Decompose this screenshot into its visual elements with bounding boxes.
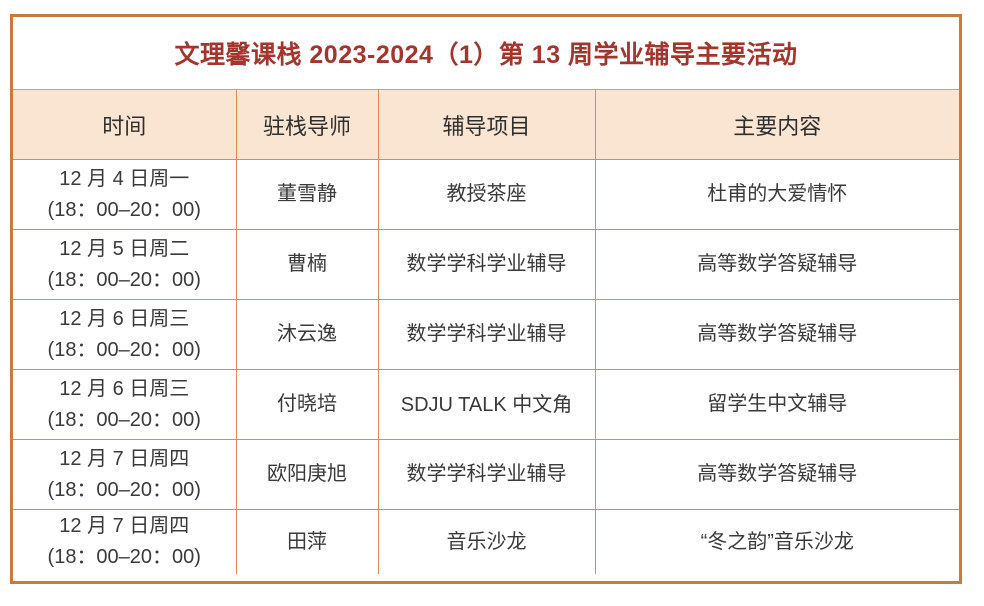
table-row: 12 月 4 日周一 (18：00–20：00) 董雪静 教授茶座 杜甫的大爱情… [13,159,959,230]
date-text: 12 月 7 日周四 [59,447,190,470]
hours-text: (18：00–20：00) [47,338,201,361]
column-header-time: 时间 [13,90,237,160]
project-cell: 数学学科学业辅导 [377,229,596,300]
tutor-cell: 沐云逸 [235,299,379,370]
content-cell: 留学生中文辅导 [594,369,959,440]
time-cell: 12 月 4 日周一 (18：00–20：00) [13,159,237,230]
date-text: 12 月 5 日周二 [59,237,190,260]
project-cell: 数学学科学业辅导 [377,299,596,370]
time-cell: 12 月 6 日周三 (18：00–20：00) [13,369,237,440]
project-cell: 数学学科学业辅导 [377,439,596,510]
content-cell: 高等数学答疑辅导 [594,439,959,510]
hours-text: (18：00–20：00) [47,546,201,568]
header-row: 时间 驻栈导师 辅导项目 主要内容 [13,90,959,160]
column-header-content: 主要内容 [594,90,959,160]
date-text: 12 月 6 日周三 [59,307,190,330]
table-body: 12 月 4 日周一 (18：00–20：00) 董雪静 教授茶座 杜甫的大爱情… [13,159,959,574]
date-text: 12 月 4 日周一 [59,167,190,190]
project-cell: SDJU TALK 中文角 [377,369,596,440]
page-title: 文理馨课栈 2023-2024（1）第 13 周学业辅导主要活动 [174,41,798,69]
date-text: 12 月 7 日周四 [59,515,190,537]
table-row: 12 月 7 日周四 (18：00–20：00) 欧阳庚旭 数学学科学业辅导 高… [13,439,959,510]
schedule-frame: 文理馨课栈 2023-2024（1）第 13 周学业辅导主要活动 时间 驻栈导师… [10,14,962,584]
tutor-cell: 付晓培 [235,369,379,440]
time-cell: 12 月 7 日周四 (18：00–20：00) [13,439,237,510]
title-bar: 文理馨课栈 2023-2024（1）第 13 周学业辅导主要活动 [13,17,959,90]
hours-text: (18：00–20：00) [47,198,201,221]
hours-text: (18：00–20：00) [47,478,201,501]
column-header-tutor: 驻栈导师 [235,90,379,160]
schedule-table: 时间 驻栈导师 辅导项目 主要内容 12 月 4 日周一 (18：00–20：0… [13,90,959,574]
hours-text: (18：00–20：00) [47,408,201,431]
project-cell: 音乐沙龙 [377,509,596,574]
table-row: 12 月 6 日周三 (18：00–20：00) 沐云逸 数学学科学业辅导 高等… [13,299,959,370]
content-cell: 高等数学答疑辅导 [594,299,959,370]
time-cell: 12 月 5 日周二 (18：00–20：00) [13,229,237,300]
date-text: 12 月 6 日周三 [59,377,190,400]
project-cell: 教授茶座 [377,159,596,230]
tutor-cell: 田萍 [235,509,379,574]
table-row: 12 月 6 日周三 (18：00–20：00) 付晓培 SDJU TALK 中… [13,369,959,440]
time-cell: 12 月 7 日周四 (18：00–20：00) [13,509,237,574]
tutor-cell: 董雪静 [235,159,379,230]
tutor-cell: 欧阳庚旭 [235,439,379,510]
content-cell: “冬之韵”音乐沙龙 [594,509,959,574]
time-cell: 12 月 6 日周三 (18：00–20：00) [13,299,237,370]
table-header: 时间 驻栈导师 辅导项目 主要内容 [13,90,959,160]
content-cell: 杜甫的大爱情怀 [594,159,959,230]
project-text: SDJU TALK 中文角 [400,393,573,416]
table-row: 12 月 5 日周二 (18：00–20：00) 曹楠 数学学科学业辅导 高等数… [13,229,959,300]
content-cell: 高等数学答疑辅导 [594,229,959,300]
column-header-project: 辅导项目 [377,90,596,160]
hours-text: (18：00–20：00) [47,268,201,291]
tutor-cell: 曹楠 [235,229,379,300]
table-row: 12 月 7 日周四 (18：00–20：00) 田萍 音乐沙龙 “冬之韵”音乐… [13,509,959,574]
